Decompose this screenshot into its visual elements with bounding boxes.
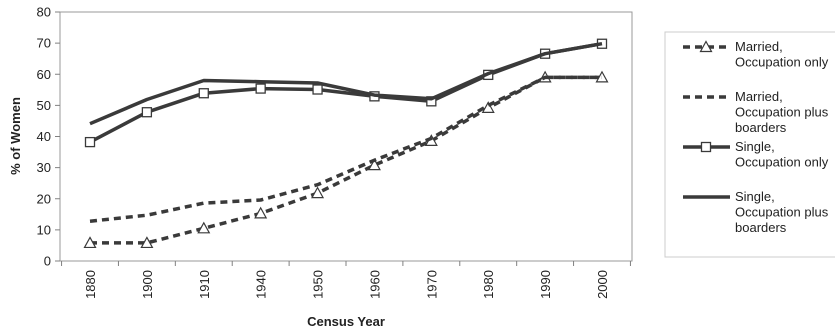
data-point-triangle-marker (254, 206, 268, 219)
data-point-square-marker (426, 96, 437, 107)
x-tick-label: 1980 (481, 270, 496, 299)
legend-label: Occupation only (735, 55, 829, 70)
y-tick-label: 80 (37, 5, 51, 20)
data-point-triangle-marker (367, 158, 381, 171)
legend-label: Single, (735, 139, 775, 154)
y-axis-title: % of Women (8, 97, 23, 175)
y-tick-label: 20 (37, 191, 51, 206)
data-point-triangle-marker (699, 40, 713, 53)
legend-box (664, 31, 835, 258)
series-layer (83, 38, 609, 249)
legend: Married,Occupation onlyMarried,Occupatio… (683, 39, 829, 235)
data-point-square-marker (700, 141, 712, 153)
x-tick-label: 1950 (311, 270, 326, 299)
legend-label: Married, (735, 39, 783, 54)
data-point-triangle-marker (83, 236, 97, 249)
y-tick-label: 0 (44, 254, 51, 269)
x-tick-label: 1880 (83, 270, 98, 299)
data-point-triangle-marker (481, 101, 495, 113)
data-point-square-marker (255, 83, 266, 94)
y-tick-label: 70 (37, 36, 51, 51)
legend-label: Single, (735, 189, 775, 204)
x-axis: 1880 1900 1910 1940 1950 1960 1970 1980 1990 2000 (61, 261, 631, 299)
data-point-square-marker (84, 136, 96, 148)
data-point-triangle-marker (311, 186, 325, 199)
y-tick-label: 60 (37, 67, 51, 82)
legend-label: Married, (735, 89, 783, 104)
legend-label: Occupation plus (735, 205, 829, 220)
x-tick-label: 1990 (538, 270, 553, 299)
y-axis: 0 10 20 30 40 50 60 70 80 (37, 5, 60, 269)
x-tick-label: 1910 (197, 270, 212, 299)
y-tick-label: 40 (37, 129, 51, 144)
series-line-2 (89, 75, 602, 223)
data-point-square-marker (141, 107, 153, 118)
legend-label: Occupation only (735, 155, 829, 170)
plot-area (59, 11, 633, 262)
y-tick-label: 30 (37, 160, 51, 175)
data-point-triangle-marker (140, 236, 154, 249)
y-tick-label: 10 (37, 222, 51, 237)
legend-label: Occupation plus (735, 105, 829, 120)
legend-label: boarders (735, 120, 787, 135)
x-tick-label: 2000 (595, 270, 610, 299)
data-point-square-marker (198, 88, 209, 99)
x-tick-label: 1960 (367, 270, 382, 299)
series-line-1 (90, 75, 602, 245)
data-point-triangle-marker (197, 221, 211, 234)
x-tick-label: 1940 (254, 270, 269, 299)
data-point-square-marker (312, 84, 323, 95)
series-line-4 (89, 41, 603, 126)
x-tick-label: 1900 (140, 270, 155, 299)
y-tick-label: 50 (37, 98, 51, 113)
x-axis-title: Census Year (307, 314, 385, 329)
legend-label: boarders (735, 220, 787, 235)
x-tick-label: 1970 (424, 270, 439, 299)
